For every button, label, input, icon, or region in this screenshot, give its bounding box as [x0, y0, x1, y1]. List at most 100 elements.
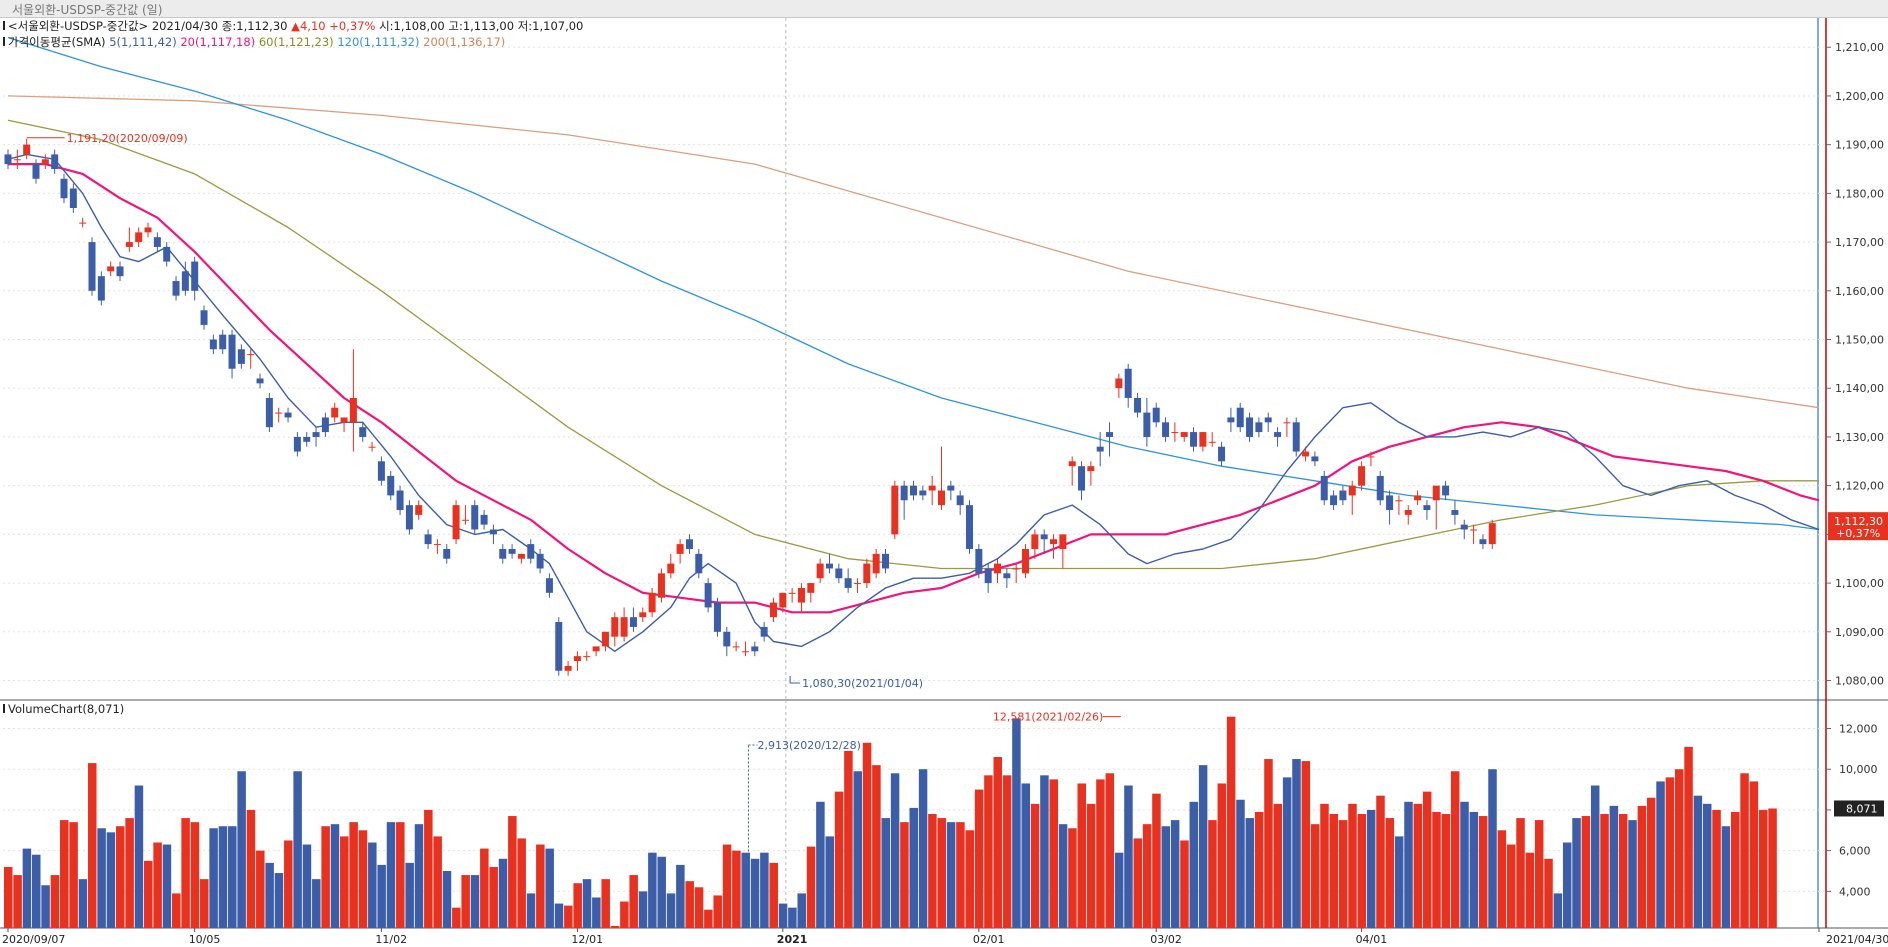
volume-bar — [1180, 840, 1189, 928]
candle-body — [1012, 568, 1020, 570]
volume-bar — [806, 846, 816, 928]
candle-body — [135, 232, 143, 243]
volume-bar — [1357, 814, 1367, 928]
last-volume-badge — [1834, 800, 1884, 817]
candle-body — [191, 261, 199, 291]
volume-bar — [1637, 805, 1647, 928]
candle-body — [601, 631, 609, 647]
candle-body — [863, 563, 871, 584]
candle-body — [807, 583, 815, 593]
volume-bar — [498, 858, 508, 928]
volume-bar — [1506, 844, 1516, 928]
sma-120-line — [7, 36, 1820, 531]
candle-body — [1404, 510, 1412, 515]
price-panel — [0, 18, 1888, 700]
volume-bar — [200, 879, 209, 928]
volume-bar — [1012, 718, 1021, 928]
volume-bar — [1208, 820, 1217, 928]
candle-body — [1367, 456, 1375, 458]
volume-bar — [993, 757, 1003, 928]
volume-bar — [181, 818, 190, 928]
x-tick-label: 2021/04/30 — [1826, 933, 1888, 946]
volume-bar — [788, 907, 797, 928]
candle-body — [881, 553, 889, 569]
volume-bar — [116, 826, 125, 928]
candle-body — [125, 242, 133, 247]
candle-body — [611, 617, 619, 637]
volume-bar — [1002, 775, 1012, 928]
candle-body — [1274, 432, 1282, 437]
candle-body — [825, 563, 833, 569]
candle-body — [704, 583, 712, 608]
candle-body — [303, 436, 311, 442]
legend-marker — [3, 21, 5, 30]
volume-bar — [1320, 803, 1329, 928]
candle-body — [1003, 573, 1011, 579]
volume-bar — [78, 879, 88, 928]
volume-bar — [452, 907, 461, 928]
x-tick-label: 03/02 — [1150, 933, 1182, 946]
volume-bar — [517, 838, 526, 928]
candle-body — [657, 573, 665, 598]
candle-body — [88, 242, 96, 291]
candle-body — [816, 563, 824, 579]
candle-body — [629, 617, 637, 627]
price-tick-label: 1,090,00 — [1835, 626, 1884, 639]
candle-body — [919, 490, 927, 496]
candle-body — [844, 578, 852, 588]
candle-body — [1376, 475, 1384, 501]
volume-bar — [862, 742, 872, 928]
volume-bar — [918, 769, 928, 928]
volume-bar — [825, 836, 834, 928]
candle-body — [181, 271, 189, 291]
volume-bar — [620, 901, 629, 928]
candle-body — [172, 281, 180, 296]
volume-bar — [1422, 791, 1432, 928]
volume-bar — [489, 866, 498, 928]
volume-bar — [956, 822, 965, 928]
candle-body — [396, 490, 404, 511]
candle-body — [461, 519, 469, 521]
volume-bar — [1376, 795, 1385, 928]
candle-body — [340, 417, 348, 423]
volume-bar — [1348, 803, 1357, 928]
volume-bar — [545, 848, 554, 928]
volume-bar — [750, 858, 760, 928]
volume-bar — [769, 862, 778, 928]
volume-bar — [1730, 811, 1740, 928]
volume-bar — [965, 830, 975, 928]
volume-bar — [50, 875, 60, 928]
volume-bar — [1189, 801, 1199, 928]
candle-body — [555, 622, 563, 671]
candle-body — [51, 154, 59, 170]
candle-body — [788, 592, 796, 594]
volume-bar — [1600, 814, 1609, 928]
volume-bar — [330, 824, 340, 928]
volume-bar — [153, 842, 162, 928]
candle-body — [1218, 446, 1226, 462]
candle-body — [620, 617, 628, 637]
volume-bar — [984, 775, 993, 928]
volume-bar — [1693, 795, 1703, 928]
volume-bar — [1273, 803, 1283, 928]
candle-body — [4, 154, 12, 165]
candle-body — [564, 665, 572, 671]
volume-bar — [1758, 809, 1768, 928]
candle-body — [1106, 432, 1114, 437]
volume-bar — [106, 832, 116, 928]
volume-bar — [573, 883, 582, 928]
candle-body — [41, 159, 49, 165]
candle-body — [1488, 523, 1496, 545]
candle-body — [1087, 466, 1095, 472]
low-annotation: 1,080,30(2021/01/04) — [802, 677, 923, 690]
candle-body — [97, 276, 105, 301]
candle-body — [1330, 495, 1338, 506]
volume-bar — [1292, 759, 1301, 928]
volume-bar — [1768, 808, 1777, 928]
sma-200-line — [7, 95, 1820, 409]
volume-bar — [1665, 777, 1675, 928]
candle-body — [1134, 397, 1142, 413]
candle-body — [1227, 417, 1235, 423]
candle-body — [1339, 490, 1347, 501]
